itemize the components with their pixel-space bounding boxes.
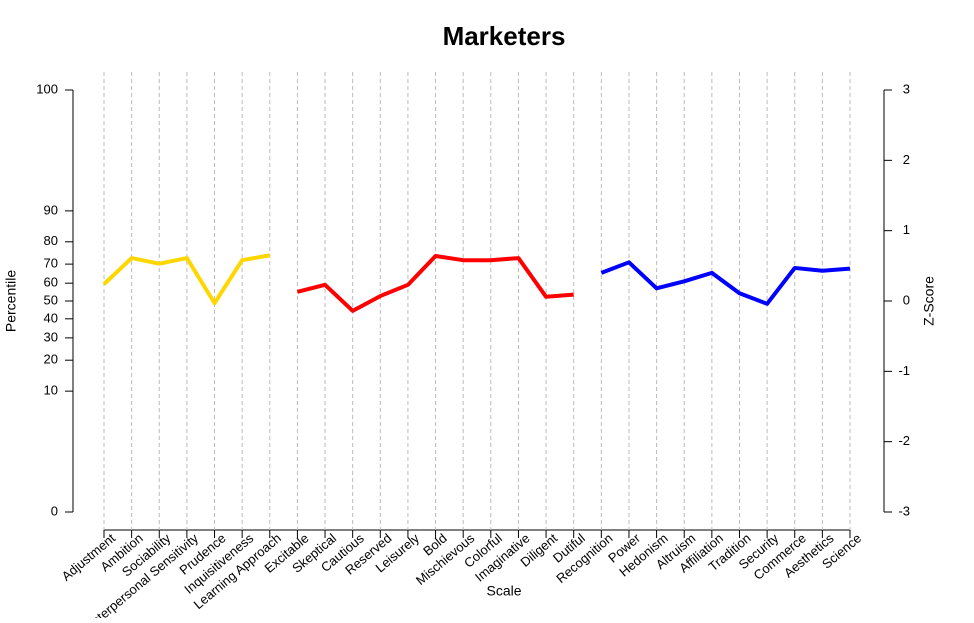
y2-tick-label: -3 [898, 503, 910, 518]
y-tick-label: 70 [44, 256, 58, 271]
y2-tick-label: 1 [903, 222, 910, 237]
chart-title: Marketers [443, 21, 566, 51]
y-tick-label: 50 [44, 292, 58, 307]
series-line [296, 253, 574, 313]
y-tick-label: 100 [36, 81, 58, 96]
x-axis-label: Scale [486, 583, 521, 599]
series-line [102, 253, 271, 306]
y2-tick-label: 2 [903, 152, 910, 167]
y-tick-label: 80 [44, 233, 58, 248]
y-tick-label: 0 [51, 503, 58, 518]
y2-tick-label: 0 [903, 292, 910, 307]
y2-tick-label: 3 [903, 81, 910, 96]
y-tick-label: 60 [44, 275, 58, 290]
y-tick-label: 20 [44, 352, 58, 367]
y-tick-label: 30 [44, 329, 58, 344]
y-tick-label: 40 [44, 310, 58, 325]
y-tick-label: 90 [44, 202, 58, 217]
y2-tick-label: -1 [898, 363, 910, 378]
y-axis-label: Percentile [3, 270, 19, 332]
series-line [600, 260, 851, 306]
y2-axis-label: Z-Score [921, 276, 937, 326]
y-tick-label: 10 [44, 383, 58, 398]
y2-tick-label: -2 [898, 433, 910, 448]
